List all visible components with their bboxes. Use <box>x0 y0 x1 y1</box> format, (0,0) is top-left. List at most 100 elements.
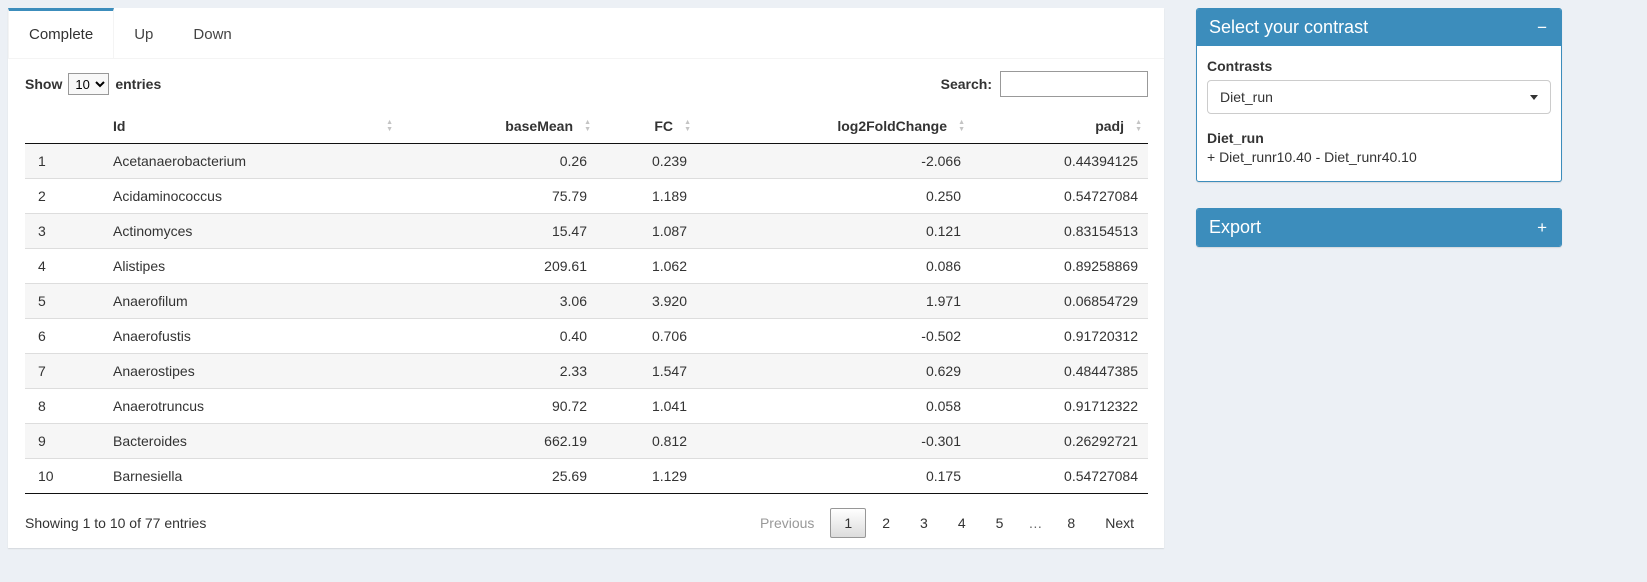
entries-label: entries <box>115 76 162 92</box>
cell-basemean: 3.06 <box>399 283 597 319</box>
page-button-previous[interactable]: Previous <box>759 515 815 531</box>
table-body: 1 Acetanaerobacterium 0.26 0.239 -2.066 0.443… <box>25 143 1148 494</box>
cell-log2fc: -0.502 <box>697 318 971 354</box>
tab-down[interactable]: Down <box>173 8 251 58</box>
col-header-fc[interactable]: FC ▲ ▼ <box>597 109 697 144</box>
pagination: Previous 1 2 3 4 5 … 8 Next <box>744 508 1148 538</box>
search-input[interactable] <box>1000 71 1148 97</box>
cell-fc: 3.920 <box>597 283 697 319</box>
cell-padj: 0.89258869 <box>971 248 1148 284</box>
cell-index: 6 <box>25 318 103 354</box>
tab-complete[interactable]: Complete <box>8 8 115 58</box>
tab-up[interactable]: Up <box>114 8 173 58</box>
table-row[interactable]: 5 Anaerofilum 3.06 3.920 1.971 0.06854729 <box>25 283 1148 319</box>
table-header-row: Id ▲ ▼ baseMean ▲ ▼ FC ▲ ▼ log2FoldChange <box>25 109 1148 144</box>
cell-id: Alistipes <box>103 248 399 284</box>
col-header-log2foldchange[interactable]: log2FoldChange ▲ ▼ <box>697 109 971 144</box>
cell-index: 10 <box>25 458 103 494</box>
col-header-id[interactable]: Id ▲ ▼ <box>103 109 399 144</box>
cell-padj: 0.48447385 <box>971 353 1148 389</box>
tab-content: Show 10 entries Search: Id <box>8 59 1164 548</box>
table-row[interactable]: 8 Anaerotruncus 90.72 1.041 0.058 0.91712322 <box>25 388 1148 424</box>
table-row[interactable]: 6 Anaerofustis 0.40 0.706 -0.502 0.91720312 <box>25 318 1148 354</box>
cell-padj: 0.44394125 <box>971 143 1148 179</box>
cell-log2fc: -0.301 <box>697 423 971 459</box>
page-length-control: Show 10 entries <box>25 73 161 95</box>
table-row[interactable]: 2 Acidaminococcus 75.79 1.189 0.250 0.5472708… <box>25 178 1148 214</box>
cell-padj: 0.91712322 <box>971 388 1148 424</box>
page-button-2[interactable]: 2 <box>882 515 891 531</box>
chevron-down-icon <box>1530 94 1538 100</box>
cell-id: Actinomyces <box>103 213 399 249</box>
table-row[interactable]: 7 Anaerostipes 2.33 1.547 0.629 0.48447385 <box>25 353 1148 389</box>
results-table: Id ▲ ▼ baseMean ▲ ▼ FC ▲ ▼ log2FoldChange <box>25 109 1148 494</box>
cell-basemean: 209.61 <box>399 248 597 284</box>
tab-down-label: Down <box>193 26 232 43</box>
cell-log2fc: 0.086 <box>697 248 971 284</box>
export-box: Export + <box>1196 208 1562 247</box>
cell-fc: 1.087 <box>597 213 697 249</box>
cell-id: Bacteroides <box>103 423 399 459</box>
col-header-basemean[interactable]: baseMean ▲ ▼ <box>399 109 597 144</box>
contrast-detail-title: Diet_run <box>1207 130 1264 146</box>
table-controls: Show 10 entries Search: <box>25 71 1148 97</box>
page-button-1[interactable]: 1 <box>830 508 867 538</box>
right-column: Select your contrast − Contrasts Diet_ru… <box>1196 8 1562 273</box>
contrasts-label: Contrasts <box>1207 58 1273 74</box>
table-row[interactable]: 10 Barnesiella 25.69 1.129 0.175 0.54727084 <box>25 458 1148 494</box>
show-label: Show <box>25 76 63 92</box>
table-row[interactable]: 9 Bacteroides 662.19 0.812 -0.301 0.26292721 <box>25 423 1148 459</box>
expand-button[interactable]: + <box>1535 219 1549 236</box>
cell-id: Barnesiella <box>103 458 399 494</box>
cell-index: 1 <box>25 143 103 179</box>
page-button-next[interactable]: Next <box>1105 515 1134 531</box>
export-box-header: Export + <box>1197 209 1561 246</box>
collapse-button[interactable]: − <box>1535 19 1549 36</box>
page-button-5[interactable]: 5 <box>995 515 1004 531</box>
cell-id: Acetanaerobacterium <box>103 143 399 179</box>
sort-icon: ▲ ▼ <box>1135 119 1142 133</box>
table-row[interactable]: 1 Acetanaerobacterium 0.26 0.239 -2.066 0.443… <box>25 143 1148 179</box>
cell-fc: 0.239 <box>597 143 697 179</box>
tab-up-label: Up <box>134 26 154 43</box>
cell-index: 8 <box>25 388 103 424</box>
cell-index: 2 <box>25 178 103 214</box>
cell-index: 7 <box>25 353 103 389</box>
cell-basemean: 0.26 <box>399 143 597 179</box>
cell-index: 3 <box>25 213 103 249</box>
table-row[interactable]: 3 Actinomyces 15.47 1.087 0.121 0.83154513 <box>25 213 1148 249</box>
sort-icon: ▲ ▼ <box>584 119 591 133</box>
cell-padj: 0.26292721 <box>971 423 1148 459</box>
cell-basemean: 2.33 <box>399 353 597 389</box>
page-button-4[interactable]: 4 <box>957 515 966 531</box>
cell-id: Anaerotruncus <box>103 388 399 424</box>
page-button-8[interactable]: 8 <box>1067 515 1076 531</box>
cell-id: Acidaminococcus <box>103 178 399 214</box>
page-button-3[interactable]: 3 <box>920 515 928 531</box>
minus-icon: − <box>1537 18 1547 37</box>
cell-log2fc: 1.971 <box>697 283 971 319</box>
table-info: Showing 1 to 10 of 77 entries <box>25 515 207 531</box>
cell-padj: 0.06854729 <box>971 283 1148 319</box>
col-header-index <box>25 109 103 144</box>
cell-id: Anaerostipes <box>103 353 399 389</box>
cell-fc: 0.706 <box>597 318 697 354</box>
col-header-id-label: Id <box>113 118 126 134</box>
sort-icon: ▲ ▼ <box>684 119 691 133</box>
cell-basemean: 662.19 <box>399 423 597 459</box>
cell-log2fc: 0.250 <box>697 178 971 214</box>
cell-fc: 1.547 <box>597 353 697 389</box>
cell-padj: 0.83154513 <box>971 213 1148 249</box>
contrast-box: Select your contrast − Contrasts Diet_ru… <box>1196 8 1562 182</box>
contrast-detail-formula: + Diet_runr10.40 - Diet_runr40.10 <box>1207 149 1417 165</box>
col-header-fc-label: FC <box>654 118 673 134</box>
cell-log2fc: 0.058 <box>697 388 971 424</box>
page-length-select[interactable]: 10 <box>68 73 110 95</box>
cell-basemean: 75.79 <box>399 178 597 214</box>
cell-id: Anaerofilum <box>103 283 399 319</box>
col-header-padj[interactable]: padj ▲ ▼ <box>971 109 1148 144</box>
table-row[interactable]: 4 Alistipes 209.61 1.062 0.086 0.89258869 <box>25 248 1148 284</box>
search-label: Search: <box>940 76 992 92</box>
contrast-select[interactable]: Diet_run <box>1207 80 1551 114</box>
cell-log2fc: -2.066 <box>697 143 971 179</box>
